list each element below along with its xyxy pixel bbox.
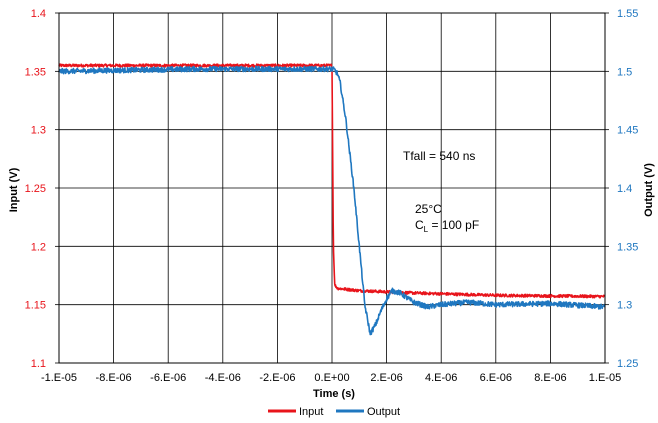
y-right-tick-label: 1.55: [617, 8, 638, 20]
legend: Input Output: [268, 406, 400, 418]
x-tick-label: 1.E-05: [589, 372, 621, 384]
load-capacitance-annotation: CL = 100 pF: [415, 218, 479, 234]
y-right-axis-title: Output (V): [643, 163, 655, 217]
y-right-tick-label: 1.35: [617, 241, 638, 253]
y-left-tick-label: 1.35: [25, 66, 46, 78]
y-left-tick-label: 1.3: [31, 125, 46, 137]
series-layer: [58, 63, 606, 336]
y-right-tick-labels: 1.25 1.3 1.35 1.4 1.45 1.5 1.55: [605, 8, 638, 370]
y-left-tick-labels: 1.1 1.15 1.2 1.25 1.3 1.35 1.4: [25, 8, 59, 370]
x-tick-label: -2.E-06: [259, 372, 295, 384]
y-left-tick-label: 1.2: [31, 241, 46, 253]
x-tick-label: 2.E-06: [370, 372, 402, 384]
x-axis-title: Time (s): [313, 388, 355, 400]
y-left-tick-label: 1.4: [31, 8, 46, 20]
x-tick-label: 0.E+00: [314, 372, 349, 384]
y-left-tick-label: 1.1: [31, 358, 46, 370]
x-tick-label: 4.E-06: [425, 372, 457, 384]
x-tick-label: -8.E-06: [96, 372, 132, 384]
x-tick-label: -4.E-06: [205, 372, 241, 384]
tfall-annotation: Tfall = 540 ns: [403, 149, 475, 163]
y-right-tick-label: 1.4: [617, 183, 632, 195]
y-right-tick-label: 1.25: [617, 358, 638, 370]
series-output-line: [58, 65, 606, 336]
x-tick-label: 6.E-06: [480, 372, 512, 384]
legend-output-label: Output: [367, 406, 400, 418]
x-tick-label: -1.E-05: [41, 372, 77, 384]
legend-input-label: Input: [299, 406, 323, 418]
x-tick-labels: -1.E-05 -8.E-06 -6.E-06 -4.E-06 -2.E-06 0.E+0…: [41, 372, 621, 384]
y-left-tick-label: 1.15: [25, 300, 46, 312]
y-right-tick-label: 1.5: [617, 66, 632, 78]
y-left-tick-label: 1.25: [25, 183, 46, 195]
y-left-axis-title: Input (V): [8, 167, 20, 212]
y-right-tick-label: 1.45: [617, 125, 638, 137]
x-tick-label: 8.E-06: [534, 372, 566, 384]
x-tick-label: -6.E-06: [150, 372, 186, 384]
temperature-annotation: 25°C: [415, 202, 442, 216]
y-right-tick-label: 1.3: [617, 300, 632, 312]
